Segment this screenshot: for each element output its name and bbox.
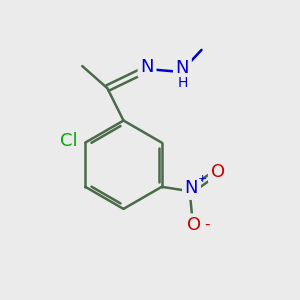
Text: N: N	[140, 58, 154, 76]
Text: Cl: Cl	[60, 132, 78, 150]
Text: -: -	[205, 217, 210, 232]
Text: O: O	[187, 216, 201, 234]
Text: +: +	[197, 174, 207, 184]
Text: H: H	[177, 76, 188, 90]
Text: O: O	[211, 163, 225, 181]
Text: N: N	[185, 179, 198, 197]
Text: N: N	[176, 59, 189, 77]
